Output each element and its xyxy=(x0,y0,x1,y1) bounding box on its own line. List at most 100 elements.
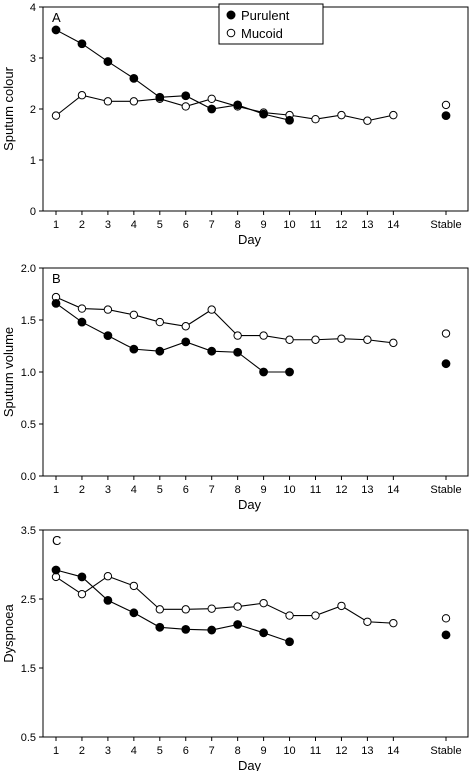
legend-label-purulent: Purulent xyxy=(241,8,290,23)
data-point-mucoid xyxy=(181,605,190,614)
data-point-purulent xyxy=(51,25,61,35)
data-point-purulent xyxy=(77,39,87,49)
y-tick-label: 1.5 xyxy=(21,663,36,675)
series-line-mucoid xyxy=(55,575,394,624)
series-line-mucoid xyxy=(55,94,394,122)
data-point-mucoid xyxy=(363,617,372,626)
x-tick-label: 8 xyxy=(235,745,241,757)
x-tick-label: 3 xyxy=(105,745,111,757)
y-tick-label: 0.5 xyxy=(21,732,36,744)
x-tick-label: 7 xyxy=(209,745,215,757)
y-axis-label: Sputum volume xyxy=(1,327,16,417)
x-tick-label: 11 xyxy=(310,484,321,496)
x-tick-label: Stable xyxy=(430,745,461,757)
series-line-purulent xyxy=(55,569,290,643)
x-tick-label: 8 xyxy=(235,484,241,496)
x-axis-label: Day xyxy=(238,497,262,512)
data-point-purulent xyxy=(77,572,87,582)
data-point-purulent xyxy=(181,337,191,347)
data-point-mucoid xyxy=(337,110,346,120)
x-tick-label: 7 xyxy=(209,219,215,231)
panel-letter: C xyxy=(52,533,61,548)
y-tick-label: 2.5 xyxy=(21,594,36,606)
x-tick-label: Stable xyxy=(430,484,461,496)
data-point-purulent xyxy=(285,115,294,125)
y-tick-label: 3 xyxy=(30,53,36,65)
data-point-purulent xyxy=(51,298,61,308)
series-line-purulent xyxy=(55,302,290,373)
x-axis-label: Day xyxy=(238,758,262,771)
x-tick-label: 1 xyxy=(53,745,59,757)
data-point-purulent xyxy=(181,91,191,101)
y-axis-label: Dyspnoea xyxy=(1,603,16,662)
x-tick-label: 3 xyxy=(105,219,111,231)
x-tick-label: 6 xyxy=(183,219,189,231)
x-tick-label: 2 xyxy=(79,219,85,231)
data-point-mucoid xyxy=(363,116,372,125)
x-tick-label: 10 xyxy=(283,484,295,496)
data-point-mucoid xyxy=(311,611,320,620)
x-tick-label: 5 xyxy=(157,484,163,496)
x-tick-label: 13 xyxy=(361,219,373,231)
x-tick-label: 5 xyxy=(157,219,163,231)
data-point-mucoid xyxy=(441,614,451,623)
data-point-mucoid xyxy=(207,94,216,104)
data-point-mucoid xyxy=(103,97,113,106)
panel-letter: A xyxy=(52,10,61,25)
data-point-mucoid xyxy=(441,100,451,110)
panel-letter: B xyxy=(52,271,61,286)
data-point-purulent xyxy=(285,637,294,647)
data-point-mucoid xyxy=(285,611,294,620)
data-point-purulent xyxy=(207,346,217,356)
x-tick-label: 14 xyxy=(387,745,399,757)
x-tick-label: 12 xyxy=(335,745,347,757)
x-tick-label: 13 xyxy=(361,745,373,757)
data-point-purulent xyxy=(51,565,61,575)
x-tick-label: 10 xyxy=(283,219,295,231)
data-point-mucoid xyxy=(311,335,320,344)
legend-marker-mucoid xyxy=(226,28,236,38)
data-point-purulent xyxy=(207,625,217,635)
data-point-mucoid xyxy=(389,338,398,348)
data-point-purulent xyxy=(103,595,113,605)
data-point-purulent xyxy=(285,367,294,377)
x-tick-label: 4 xyxy=(131,219,137,231)
data-point-mucoid xyxy=(155,317,165,327)
x-tick-label: 11 xyxy=(310,219,321,231)
y-tick-label: 2 xyxy=(30,104,36,116)
x-tick-label: 8 xyxy=(235,219,241,231)
data-point-mucoid xyxy=(103,305,113,314)
x-tick-label: 4 xyxy=(131,484,137,496)
x-axis-label: Day xyxy=(238,232,262,247)
x-tick-label: Stable xyxy=(430,219,461,231)
series-line-mucoid xyxy=(55,296,394,344)
data-point-mucoid xyxy=(77,91,87,100)
data-point-mucoid xyxy=(207,604,216,613)
data-point-mucoid xyxy=(285,335,294,344)
data-point-purulent xyxy=(441,359,451,369)
legend-label-mucoid: Mucoid xyxy=(241,26,283,41)
data-point-purulent xyxy=(129,344,139,354)
data-point-mucoid xyxy=(207,305,216,314)
x-tick-label: 11 xyxy=(310,745,321,757)
data-point-purulent xyxy=(77,317,87,327)
data-point-purulent xyxy=(129,74,139,83)
x-tick-label: 14 xyxy=(387,219,399,231)
data-point-purulent xyxy=(259,109,269,119)
data-point-mucoid xyxy=(181,102,190,111)
data-point-purulent xyxy=(155,346,165,356)
legend-marker-purulent xyxy=(226,10,236,20)
data-point-purulent xyxy=(233,620,243,629)
x-tick-label: 9 xyxy=(261,219,267,231)
data-point-mucoid xyxy=(129,310,139,319)
y-tick-label: 3.5 xyxy=(21,525,36,537)
data-point-purulent xyxy=(155,92,165,102)
plot-frame xyxy=(42,267,469,477)
x-tick-label: 4 xyxy=(131,745,137,757)
data-point-mucoid xyxy=(311,115,320,124)
x-tick-label: 13 xyxy=(361,484,373,496)
data-point-mucoid xyxy=(77,589,87,599)
data-point-purulent xyxy=(233,347,243,357)
y-tick-label: 1 xyxy=(30,155,36,167)
